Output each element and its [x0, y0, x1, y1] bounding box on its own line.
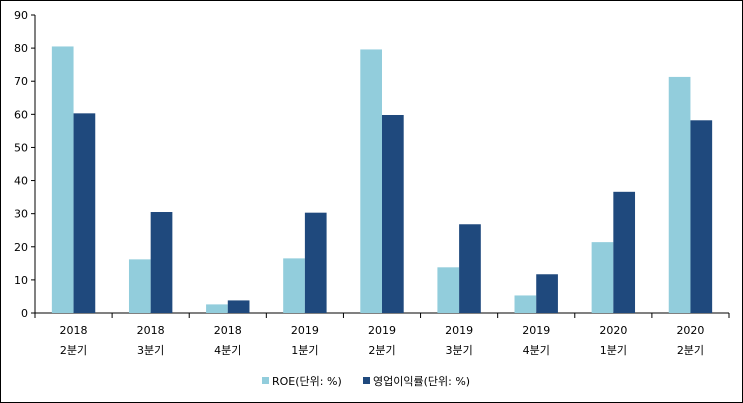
x-axis-labels: 2018 2분기 2018 3분기 2018 4분기 2019 1분기 2019 2분기 2019 3…	[60, 324, 705, 357]
x-tick-label-quarter: 2분기	[60, 344, 87, 357]
roe-bar	[437, 267, 460, 313]
operating-margin-bar	[613, 191, 636, 313]
legend-swatch	[262, 377, 269, 384]
roe-bar	[591, 242, 614, 313]
y-tick-label: 30	[14, 208, 28, 221]
x-tick-label-year: 2019	[445, 324, 473, 337]
roe-bar	[51, 46, 74, 313]
y-tick-label: 50	[14, 141, 28, 154]
x-tick-label-year: 2018	[137, 324, 165, 337]
x-tick-label-year: 2020	[599, 324, 627, 337]
x-tick-label-quarter: 2분기	[677, 344, 704, 357]
x-tick-label-quarter: 3분기	[137, 344, 164, 357]
roe-bar	[360, 49, 382, 314]
bars	[51, 46, 713, 314]
operating-margin-bar	[73, 113, 96, 313]
y-tick-label: 90	[14, 9, 28, 22]
operating-margin-bar	[150, 212, 173, 313]
operating-margin-bar	[536, 274, 558, 313]
y-tick-label: 40	[14, 175, 28, 188]
x-tick-label-quarter: 4분기	[523, 344, 550, 357]
y-tick-label: 80	[14, 42, 28, 55]
roe-bar	[128, 259, 151, 313]
legend-label: 영업이익률(단위: %)	[373, 375, 470, 388]
x-tick-label-year: 2019	[522, 324, 550, 337]
x-tick-label-year: 2019	[291, 324, 319, 337]
y-tick-label: 10	[14, 274, 28, 287]
y-tick-label: 70	[14, 75, 28, 88]
y-tick-label: 60	[14, 108, 28, 121]
y-tick-label: 20	[14, 241, 28, 254]
x-tick-label-quarter: 1분기	[600, 344, 627, 357]
operating-margin-bar	[304, 212, 327, 313]
roe-bar	[514, 295, 537, 313]
y-tick-label: 0	[21, 307, 28, 320]
x-tick-label-year: 2018	[60, 324, 88, 337]
x-tick-label-quarter: 1분기	[291, 344, 318, 357]
x-tick-label-quarter: 4분기	[214, 344, 241, 357]
legend-swatch	[363, 377, 370, 384]
y-axis-ticks: 0 10 20 30 40 50 60 70 80 90	[14, 9, 35, 320]
legend: ROE(단위: %) 영업이익률(단위: %)	[262, 375, 470, 388]
x-tick-label-quarter: 2분기	[368, 344, 395, 357]
roe-bar	[668, 76, 691, 313]
roe-bar	[283, 258, 305, 313]
x-tick-label-year: 2018	[214, 324, 242, 337]
operating-margin-bar	[382, 114, 404, 314]
x-tick-label-quarter: 3분기	[445, 344, 472, 357]
x-tick-label-year: 2019	[368, 324, 396, 337]
operating-margin-bar	[227, 300, 250, 313]
roe-bar	[206, 304, 228, 313]
legend-label: ROE(단위: %)	[272, 375, 342, 388]
operating-margin-bar	[459, 224, 481, 313]
operating-margin-bar	[690, 120, 713, 313]
x-tick-label-year: 2020	[676, 324, 704, 337]
